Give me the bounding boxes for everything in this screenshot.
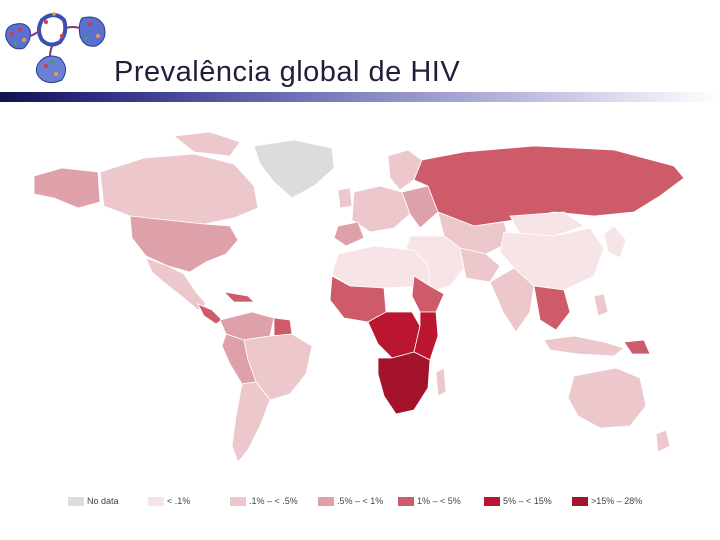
slide-title: Prevalência global de HIV	[114, 56, 461, 88]
legend-label: .1% – < .5%	[249, 496, 298, 506]
05-1-swatch-icon	[318, 496, 334, 506]
region-central-america	[197, 303, 223, 325]
hiv-molecule-logo	[2, 8, 110, 88]
region-iberia	[333, 221, 365, 247]
legend-item-no-data: No data	[68, 494, 119, 508]
title-underline-bar	[0, 92, 720, 102]
region-canada-islands	[172, 131, 241, 157]
region-mainland-se-asia	[533, 285, 571, 331]
legend-label: < .1%	[167, 496, 191, 506]
region-china	[499, 227, 605, 291]
world-hiv-prevalence-map	[34, 116, 684, 491]
no-data-swatch-icon	[68, 496, 84, 506]
region-india	[489, 267, 535, 333]
region-western-europe	[351, 185, 411, 233]
region-iran-afghanistan	[459, 247, 501, 283]
region-southern-africa	[377, 351, 431, 415]
legend-label: 5% – < 15%	[503, 496, 552, 506]
region-new-zealand	[655, 429, 671, 453]
region-caribbean	[222, 291, 255, 303]
region-madagascar	[435, 367, 447, 397]
legend-item-lt-01: < .1%	[148, 494, 190, 508]
region-alaska	[34, 167, 101, 209]
legend-label: 1% – < 5%	[417, 496, 461, 506]
molecule-icon	[5, 12, 106, 84]
region-eastern-europe	[401, 185, 439, 229]
15-28-swatch-icon	[572, 496, 588, 506]
region-central-africa	[367, 311, 421, 359]
region-australia	[567, 367, 647, 429]
5-15-swatch-icon	[484, 496, 500, 506]
legend-label: >15% – 28%	[591, 496, 643, 506]
region-greenland	[253, 139, 335, 199]
region-philippines	[593, 293, 609, 317]
region-southern-cone	[231, 381, 271, 463]
region-indonesia	[543, 335, 625, 357]
legend-item-1-5: 1% – < 5%	[398, 494, 461, 508]
01-05-swatch-icon	[230, 496, 246, 506]
region-guianas	[273, 317, 293, 337]
legend-item-05-1: .5% – < 1%	[318, 494, 383, 508]
region-uk	[337, 187, 353, 209]
legend-label: .5% – < 1%	[337, 496, 384, 506]
region-mongolia	[509, 211, 585, 237]
1-5-swatch-icon	[398, 496, 414, 506]
region-usa	[129, 215, 239, 273]
region-korea-japan	[603, 225, 627, 259]
region-papua-new-guinea	[623, 339, 651, 355]
legend-item-15-28: >15% – 28%	[572, 494, 642, 508]
legend-item-01-05: .1% – < .5%	[230, 494, 298, 508]
region-scandinavia	[387, 149, 423, 191]
legend-label: No data	[87, 496, 119, 506]
region-canada	[99, 153, 259, 225]
region-east-africa	[413, 311, 439, 361]
legend-item-5-15: 5% – < 15%	[484, 494, 552, 508]
region-russia	[413, 145, 684, 227]
lt-01-swatch-icon	[148, 496, 164, 506]
map-legend: No data < .1% .1% – < .5% .5% – < 1% 1% …	[68, 494, 688, 508]
